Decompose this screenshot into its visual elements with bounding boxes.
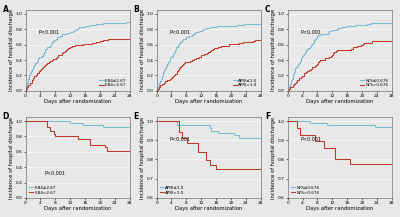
Legend: NFS≤0.676, NFS>0.676: NFS≤0.676, NFS>0.676 <box>358 77 390 89</box>
Y-axis label: Incidence of hospital discharge: Incidence of hospital discharge <box>271 117 276 199</box>
Legend: APRI≤1.0, APRI>1.0: APRI≤1.0, APRI>1.0 <box>232 77 258 89</box>
Text: D: D <box>3 112 9 121</box>
X-axis label: Days after randomization: Days after randomization <box>306 99 373 104</box>
Legend: NFS≤0.676, NFS>0.676: NFS≤0.676, NFS>0.676 <box>290 185 321 196</box>
Text: P<0.001: P<0.001 <box>44 171 65 176</box>
Text: A: A <box>3 5 8 14</box>
Legend: APRI≤1.0, APRI>1.0: APRI≤1.0, APRI>1.0 <box>159 185 186 196</box>
Text: P<0.001: P<0.001 <box>38 30 59 35</box>
Y-axis label: Incidence of hospital discharge: Incidence of hospital discharge <box>140 9 145 92</box>
X-axis label: Days after randomization: Days after randomization <box>44 99 111 104</box>
X-axis label: Days after randomization: Days after randomization <box>306 206 373 211</box>
Text: P<0.001: P<0.001 <box>300 137 321 142</box>
Text: F: F <box>265 112 270 121</box>
X-axis label: Days after randomization: Days after randomization <box>44 206 111 211</box>
Legend: FIB4≤2.67, FIB4>2.67: FIB4≤2.67, FIB4>2.67 <box>28 185 57 196</box>
Legend: FIB4≤2.67, FIB4>2.67: FIB4≤2.67, FIB4>2.67 <box>98 77 128 89</box>
Y-axis label: Incidence of hospital discharge: Incidence of hospital discharge <box>140 117 145 199</box>
X-axis label: Days after randomization: Days after randomization <box>175 206 242 211</box>
Y-axis label: Incidence of hospital discharge: Incidence of hospital discharge <box>271 9 276 92</box>
Text: C: C <box>265 5 270 14</box>
Text: P<0.001: P<0.001 <box>300 30 321 35</box>
Text: B: B <box>134 5 140 14</box>
Text: E: E <box>134 112 139 121</box>
Y-axis label: Incidence of hospital discharge: Incidence of hospital discharge <box>9 117 14 199</box>
Text: P<0.001: P<0.001 <box>169 30 190 35</box>
Y-axis label: Incidence of hospital discharge: Incidence of hospital discharge <box>9 9 14 92</box>
X-axis label: Days after randomization: Days after randomization <box>175 99 242 104</box>
Text: P<0.001: P<0.001 <box>169 137 190 142</box>
